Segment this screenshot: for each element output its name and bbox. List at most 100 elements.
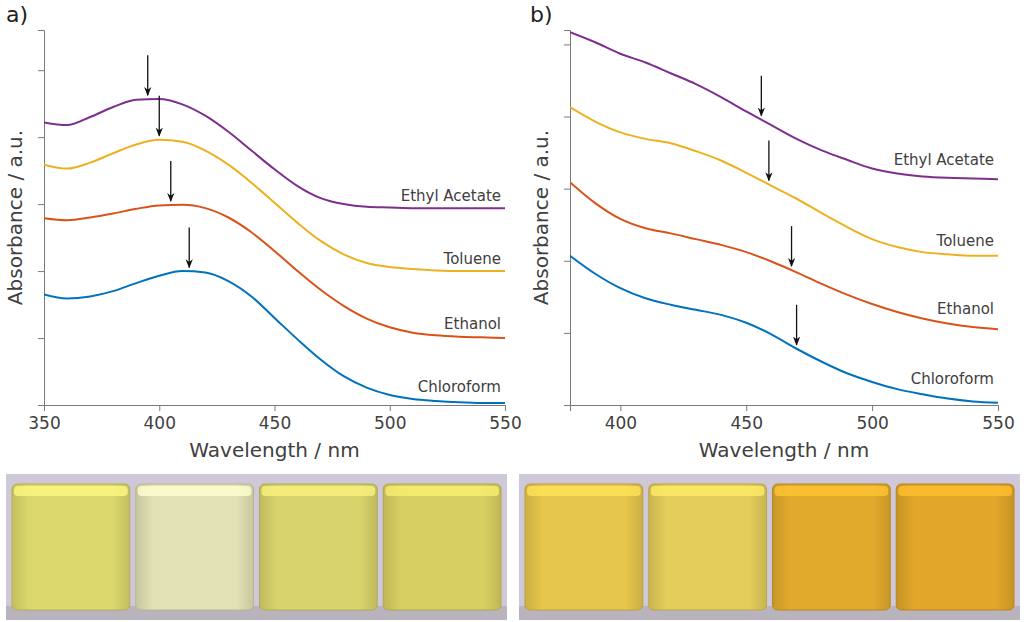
photo-background xyxy=(519,474,1020,620)
x-tick-mark xyxy=(159,405,160,411)
x-tick: 550 xyxy=(489,405,521,433)
peak-arrows xyxy=(761,76,796,345)
x-axis-line xyxy=(571,406,999,412)
y-tick xyxy=(38,204,44,205)
peak-arrow xyxy=(761,76,762,116)
spectrum-line xyxy=(570,107,998,256)
spectrum-line xyxy=(44,271,505,403)
series-label: Chloroform xyxy=(418,378,501,396)
y-tick xyxy=(38,271,44,272)
series-labels: Ethyl AcetateTolueneEthanolChloroform xyxy=(894,151,994,388)
vial xyxy=(525,484,643,610)
x-tick: 400 xyxy=(144,405,176,433)
vial-meniscus xyxy=(527,486,641,496)
y-tick xyxy=(564,44,570,45)
y-tick-mark xyxy=(38,271,44,272)
x-tick: 500 xyxy=(374,405,406,433)
y-tick xyxy=(564,261,570,262)
panel: 350400450500550Ethyl AcetateTolueneEthan… xyxy=(3,2,522,620)
peak-arrow xyxy=(796,305,797,345)
x-tick: 450 xyxy=(259,405,291,433)
vial-photo xyxy=(6,474,507,620)
y-axis xyxy=(38,31,45,406)
y-tick xyxy=(38,338,44,339)
x-tick: 500 xyxy=(856,405,888,433)
peak-arrow xyxy=(791,226,792,266)
vial xyxy=(649,484,767,610)
y-tick-mark xyxy=(38,338,44,339)
x-tick-label: 350 xyxy=(28,413,60,433)
x-tick: 450 xyxy=(731,405,763,433)
x-tick-mark xyxy=(505,405,506,411)
vial-meniscus xyxy=(385,486,499,496)
y-tick-mark xyxy=(38,137,44,138)
y-tick xyxy=(38,405,44,406)
x-tick-label: 450 xyxy=(259,413,291,433)
x-tick-mark xyxy=(275,405,276,411)
panel-letter: a) xyxy=(6,2,28,27)
vial xyxy=(136,484,254,610)
peak-arrow xyxy=(147,55,148,95)
series-label: Toluene xyxy=(443,250,501,268)
y-tick-mark xyxy=(564,189,570,190)
y-tick xyxy=(564,333,570,334)
spectrum-line xyxy=(570,182,998,329)
plot-area xyxy=(44,99,505,403)
x-tick-label: 500 xyxy=(374,413,406,433)
x-tick-label: 550 xyxy=(982,413,1014,433)
y-axis xyxy=(564,31,571,406)
x-axis-line xyxy=(45,406,506,412)
y-axis-line xyxy=(564,31,571,406)
series-label: Chloroform xyxy=(911,370,994,388)
series-label: Ethyl Acetate xyxy=(894,151,994,169)
series-label: Ethyl Acetate xyxy=(401,187,501,205)
plot-area xyxy=(570,32,998,403)
x-axis-title: Wavelength / nm xyxy=(699,438,869,462)
vial xyxy=(12,484,130,610)
x-tick-label: 400 xyxy=(144,413,176,433)
x-tick-label: 450 xyxy=(731,413,763,433)
y-tick xyxy=(564,405,570,406)
vial-photo xyxy=(519,474,1020,620)
peak-arrow xyxy=(768,140,769,180)
vial-meniscus xyxy=(262,486,376,496)
y-tick-mark xyxy=(564,117,570,118)
vial xyxy=(773,484,891,610)
x-tick-label: 400 xyxy=(605,413,637,433)
y-tick xyxy=(564,117,570,118)
x-tick: 400 xyxy=(605,405,637,433)
x-tick: 550 xyxy=(982,405,1014,433)
vial xyxy=(896,484,1014,610)
panel: 400 450 500 550 Ethyl AcetateTolueneEthanolC… xyxy=(519,2,1020,620)
y-tick-mark xyxy=(564,261,570,262)
y-axis-title: Absorbance / a.u. xyxy=(529,130,553,305)
x-tick: 350 xyxy=(28,405,60,433)
x-tick-mark xyxy=(746,405,747,411)
vial-meniscus xyxy=(138,486,252,496)
spectrum-line xyxy=(570,32,998,179)
vial-meniscus xyxy=(651,486,765,496)
y-tick xyxy=(564,189,570,190)
y-tick-mark xyxy=(38,405,44,406)
vial-meniscus xyxy=(775,486,889,496)
x-axis: 400 450 500 550 xyxy=(571,405,1015,433)
peak-arrow xyxy=(159,96,160,136)
y-tick xyxy=(38,137,44,138)
y-tick-mark xyxy=(564,405,570,406)
y-tick-mark xyxy=(38,204,44,205)
panel-letter: b) xyxy=(530,2,553,27)
photo-background xyxy=(6,474,507,620)
x-tick-mark xyxy=(620,405,621,411)
peak-arrow xyxy=(170,161,171,201)
peak-arrow xyxy=(189,227,190,267)
spectrum-line xyxy=(570,256,998,403)
x-tick-label: 500 xyxy=(856,413,888,433)
y-tick xyxy=(38,70,44,71)
x-tick-mark xyxy=(998,405,999,411)
y-tick-mark xyxy=(38,70,44,71)
x-axis: 350 400 450 500 550 xyxy=(28,405,521,433)
y-axis-title: Absorbance / a.u. xyxy=(3,130,27,305)
y-axis-line xyxy=(38,31,45,406)
vial xyxy=(383,484,501,610)
series-labels: Ethyl AcetateTolueneEthanolChloroform xyxy=(401,187,501,397)
